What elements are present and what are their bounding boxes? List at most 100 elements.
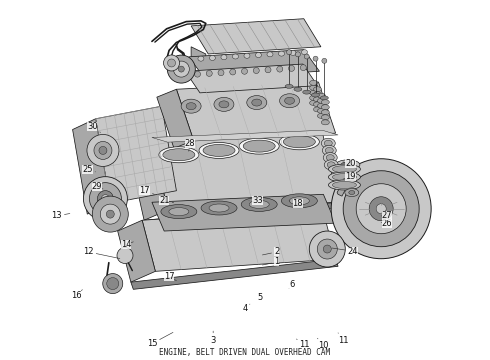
Ellipse shape: [214, 97, 234, 111]
Ellipse shape: [267, 52, 273, 57]
Ellipse shape: [265, 67, 271, 73]
Ellipse shape: [321, 138, 335, 148]
Ellipse shape: [304, 54, 309, 59]
Text: 24: 24: [332, 247, 358, 256]
Polygon shape: [152, 130, 338, 142]
Circle shape: [167, 55, 196, 83]
Circle shape: [92, 196, 128, 232]
Ellipse shape: [277, 66, 283, 72]
Text: 30: 30: [87, 122, 100, 132]
Ellipse shape: [295, 52, 300, 57]
Text: 12: 12: [83, 247, 120, 258]
Ellipse shape: [195, 71, 200, 77]
Ellipse shape: [332, 166, 356, 173]
Text: 21: 21: [159, 196, 173, 205]
Ellipse shape: [218, 70, 224, 76]
Ellipse shape: [300, 65, 306, 71]
Ellipse shape: [244, 53, 250, 58]
Ellipse shape: [336, 160, 360, 170]
Text: 3: 3: [211, 331, 216, 345]
Ellipse shape: [285, 97, 294, 104]
Ellipse shape: [325, 148, 333, 153]
Ellipse shape: [310, 95, 318, 100]
Circle shape: [103, 274, 122, 293]
Polygon shape: [157, 89, 194, 148]
Ellipse shape: [221, 55, 227, 60]
Text: 26: 26: [381, 219, 392, 228]
Polygon shape: [144, 202, 341, 226]
Ellipse shape: [289, 66, 294, 71]
Polygon shape: [118, 220, 155, 282]
Text: 25: 25: [82, 165, 96, 174]
Text: 15: 15: [147, 332, 173, 348]
Text: 33: 33: [249, 196, 263, 205]
Ellipse shape: [281, 194, 318, 208]
Circle shape: [98, 191, 113, 207]
Text: 13: 13: [51, 211, 70, 220]
Ellipse shape: [301, 50, 308, 55]
Text: 20: 20: [343, 159, 356, 168]
Ellipse shape: [332, 174, 356, 181]
Circle shape: [87, 134, 119, 166]
Polygon shape: [337, 164, 358, 196]
Ellipse shape: [287, 50, 292, 55]
Text: 4: 4: [243, 304, 250, 313]
Ellipse shape: [285, 84, 293, 88]
Ellipse shape: [249, 201, 269, 208]
Text: 11: 11: [338, 333, 348, 345]
Ellipse shape: [324, 160, 338, 170]
Text: ENGINE, BELT DRIVEN DUAL OVERHEAD CAM: ENGINE, BELT DRIVEN DUAL OVERHEAD CAM: [159, 348, 331, 357]
Ellipse shape: [332, 181, 356, 189]
Ellipse shape: [314, 87, 321, 92]
Ellipse shape: [314, 92, 321, 97]
Text: 29: 29: [92, 182, 103, 191]
Ellipse shape: [161, 204, 197, 219]
Text: 1: 1: [263, 257, 279, 266]
Ellipse shape: [310, 100, 318, 105]
Ellipse shape: [313, 56, 318, 61]
Ellipse shape: [318, 98, 325, 103]
Ellipse shape: [203, 144, 235, 157]
Ellipse shape: [199, 143, 239, 158]
Circle shape: [83, 177, 127, 221]
Text: 6: 6: [289, 280, 294, 289]
Ellipse shape: [159, 147, 199, 163]
Ellipse shape: [310, 90, 318, 95]
Text: 27: 27: [381, 211, 392, 220]
Ellipse shape: [318, 93, 325, 98]
Circle shape: [376, 204, 386, 214]
Circle shape: [318, 239, 337, 259]
Circle shape: [356, 184, 406, 234]
Ellipse shape: [241, 197, 277, 211]
Ellipse shape: [209, 55, 216, 60]
Circle shape: [94, 141, 112, 159]
Circle shape: [89, 183, 122, 215]
Ellipse shape: [252, 99, 262, 106]
Circle shape: [331, 159, 431, 259]
Text: 28: 28: [185, 139, 196, 151]
Ellipse shape: [322, 145, 336, 156]
Ellipse shape: [255, 53, 262, 58]
Polygon shape: [131, 259, 338, 289]
Circle shape: [100, 204, 120, 224]
Polygon shape: [185, 64, 318, 93]
Circle shape: [164, 55, 179, 71]
Text: 10: 10: [318, 338, 329, 350]
Ellipse shape: [230, 69, 236, 75]
Text: 5: 5: [257, 293, 262, 302]
Ellipse shape: [321, 100, 329, 105]
Ellipse shape: [163, 149, 195, 161]
Ellipse shape: [181, 99, 201, 113]
Text: 14: 14: [121, 240, 133, 249]
Text: 17: 17: [139, 186, 154, 195]
Polygon shape: [191, 47, 206, 67]
Ellipse shape: [206, 71, 212, 76]
Ellipse shape: [321, 110, 329, 115]
Polygon shape: [96, 106, 176, 203]
Circle shape: [107, 278, 119, 289]
Ellipse shape: [327, 162, 335, 168]
Polygon shape: [152, 132, 338, 210]
Polygon shape: [176, 82, 336, 140]
Ellipse shape: [328, 180, 361, 190]
Text: 19: 19: [343, 172, 356, 181]
